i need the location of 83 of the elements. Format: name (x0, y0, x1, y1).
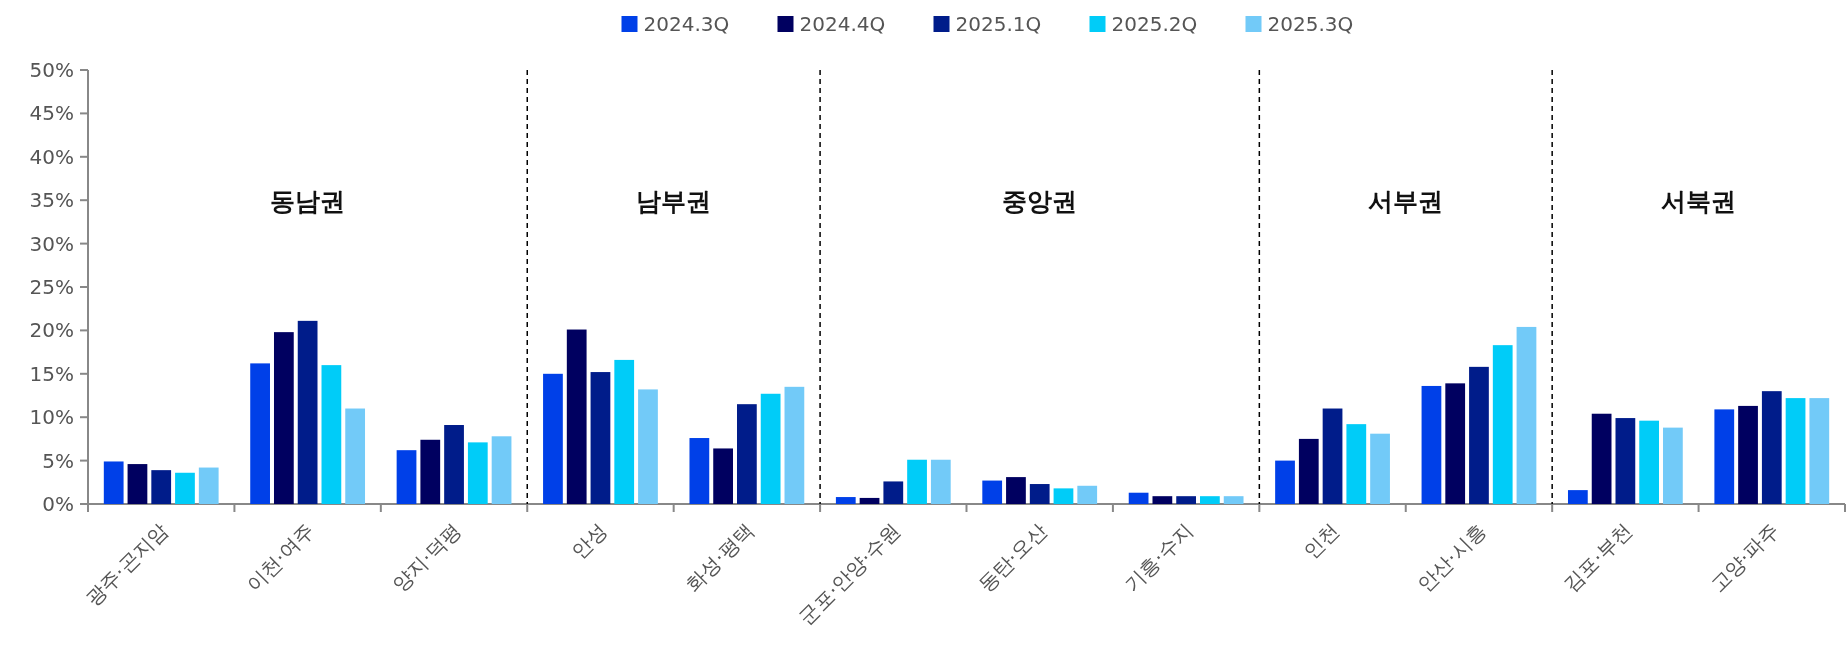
bar (614, 359, 635, 504)
y-tick-label: 30% (29, 231, 74, 256)
bar (784, 386, 805, 504)
annotation: 남부권 (636, 187, 712, 217)
bar (1223, 496, 1244, 504)
y-tick-label: 15% (29, 361, 74, 386)
y-tick-label: 5% (42, 448, 74, 473)
bar (1346, 424, 1367, 504)
bar (1785, 398, 1806, 504)
bar (1128, 492, 1149, 504)
bar (103, 461, 124, 504)
bar (1006, 477, 1026, 504)
bar (859, 497, 880, 504)
annotation: 중앙권 (1002, 187, 1078, 217)
y-tick-label: 25% (29, 275, 74, 299)
bar (321, 365, 342, 504)
bar (345, 408, 366, 504)
bar (1738, 405, 1758, 504)
legend-label: 2025.1Q (955, 12, 1042, 36)
bar (737, 404, 757, 504)
bar (1714, 409, 1735, 504)
bar (760, 393, 781, 504)
bar (543, 373, 563, 504)
bar (127, 464, 148, 504)
bar (1761, 391, 1782, 504)
bar (1275, 460, 1295, 504)
bar (1469, 366, 1489, 504)
legend-label: 2025.3Q (1267, 12, 1354, 36)
y-tick-label: 10% (29, 405, 74, 430)
y-tick-label: 0% (42, 492, 74, 516)
bar (1615, 418, 1636, 504)
bar (689, 438, 710, 504)
bar (1421, 385, 1442, 504)
bar (982, 480, 1003, 504)
y-tick-label: 35% (29, 188, 74, 213)
y-tick-label: 50% (29, 58, 74, 82)
legend-label: 2025.2Q (1111, 12, 1198, 36)
bar (1445, 383, 1466, 504)
y-tick-label: 45% (29, 101, 74, 126)
bar (1370, 433, 1390, 504)
bar (1053, 488, 1074, 504)
bar (273, 332, 294, 504)
legend-label: 2024.3Q (643, 12, 730, 36)
bar (1298, 438, 1319, 504)
bar (590, 372, 611, 504)
bar (175, 472, 195, 504)
bar (1322, 408, 1343, 504)
bar (1567, 490, 1588, 504)
bar (1029, 484, 1050, 504)
bar (713, 448, 733, 504)
y-tick-label: 40% (29, 144, 74, 169)
bar (1591, 413, 1612, 504)
x-tick-label: 안성 (566, 518, 612, 564)
y-tick-label: 20% (29, 318, 74, 343)
bar (444, 425, 464, 504)
bar (151, 470, 172, 504)
bar (1152, 496, 1173, 504)
bar (297, 320, 318, 504)
bar (250, 363, 270, 504)
annotation: 서부권 (1368, 187, 1444, 217)
bar (396, 450, 417, 504)
annotation: 서북권 (1661, 187, 1737, 217)
bar (1809, 398, 1830, 504)
bar (467, 442, 488, 504)
annotation: 동남권 (270, 187, 346, 217)
bar (835, 497, 856, 504)
bar (1176, 496, 1197, 504)
legend-label: 2024.4Q (799, 12, 886, 36)
bar (1200, 496, 1220, 504)
bar (883, 481, 904, 504)
bar (930, 459, 951, 504)
bar (1663, 427, 1683, 504)
bar (638, 389, 658, 504)
x-tick-label: 인천 (1298, 518, 1345, 564)
bar (1077, 485, 1098, 504)
bar (1492, 345, 1513, 504)
bar (491, 436, 512, 504)
bar (907, 459, 927, 504)
bar (420, 439, 441, 504)
bar (1516, 326, 1537, 504)
bar (1639, 420, 1660, 504)
bar (566, 329, 587, 504)
bar (198, 467, 219, 504)
